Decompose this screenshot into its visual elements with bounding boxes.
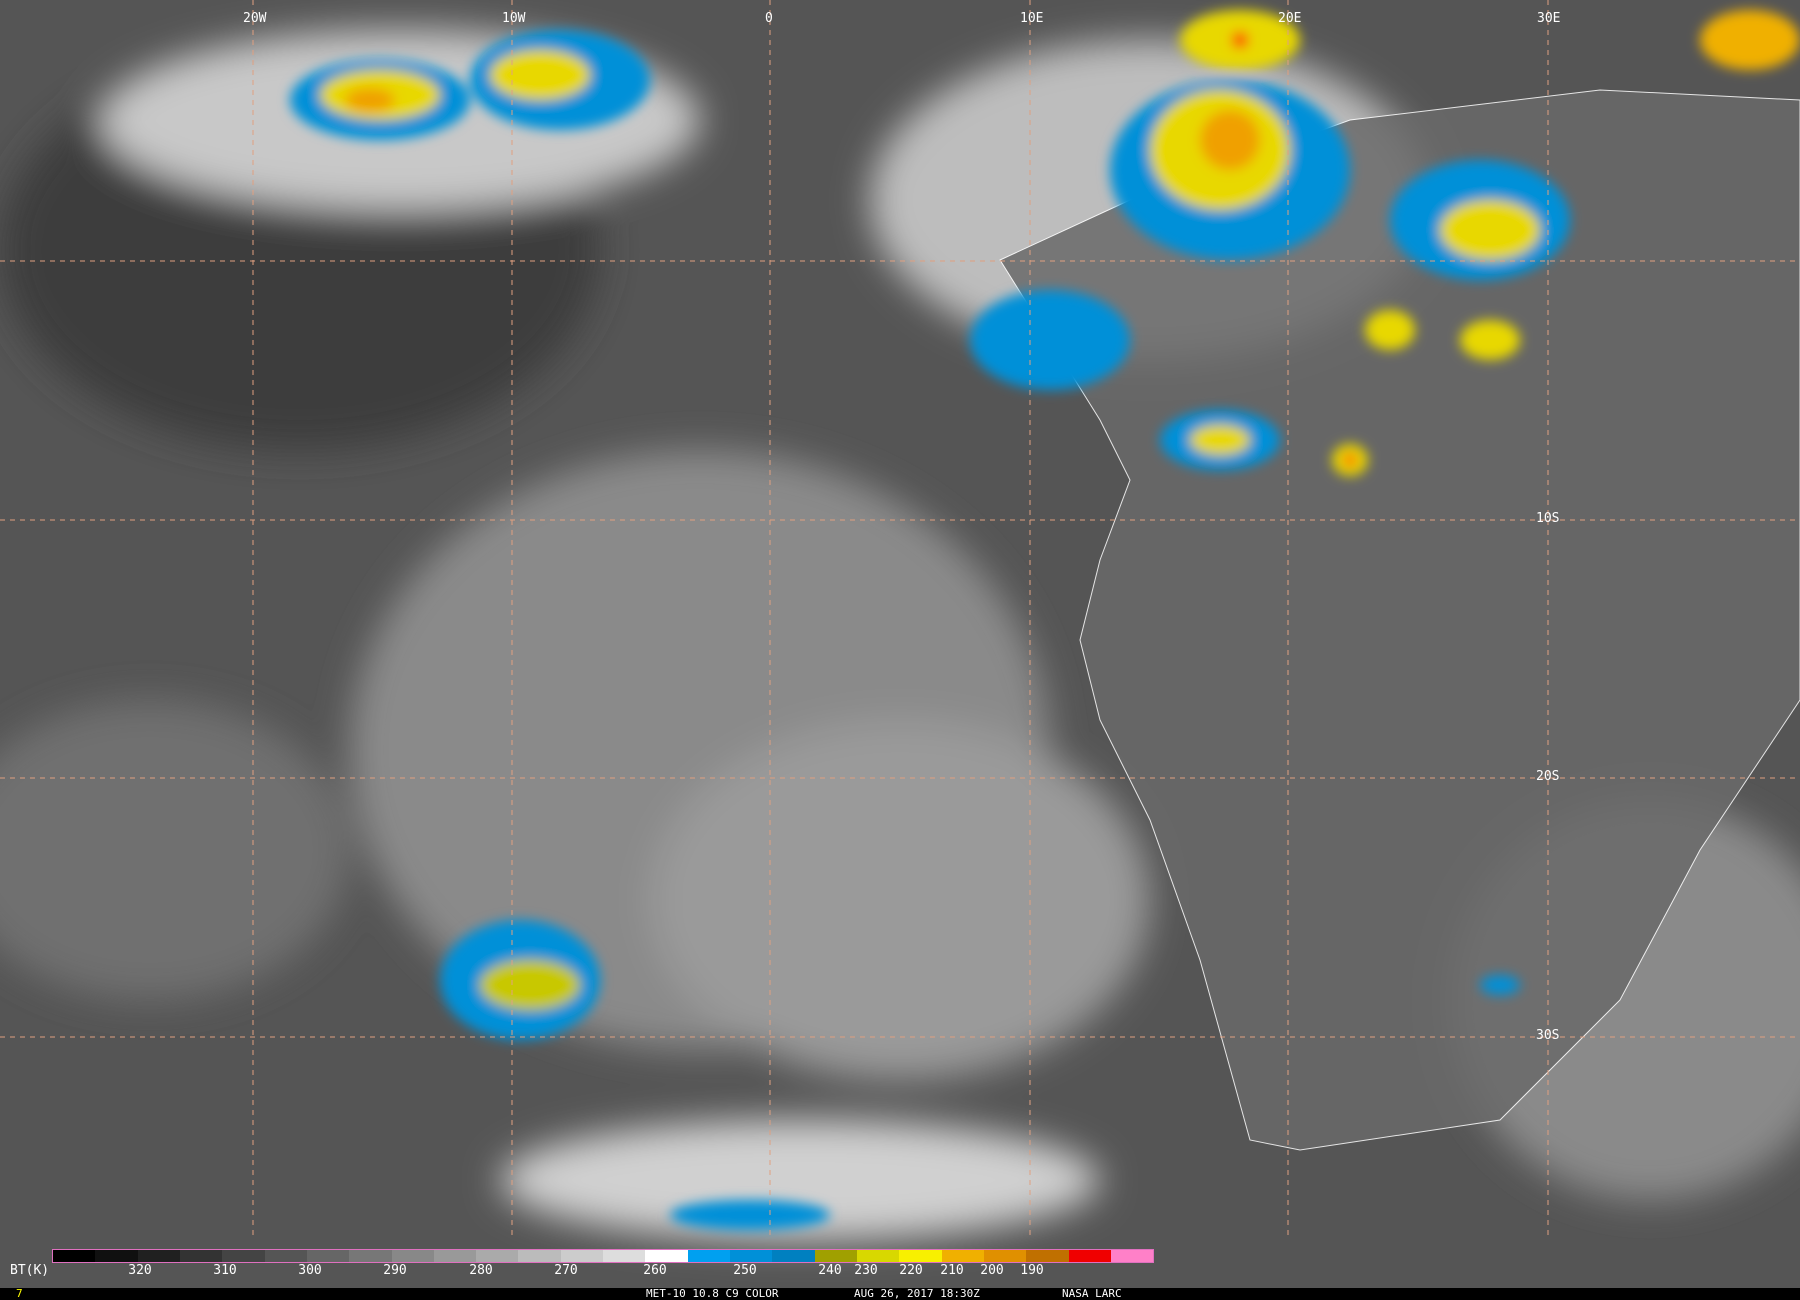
- colorbar-segment: [941, 1250, 984, 1262]
- colorbar-segment: [603, 1250, 646, 1262]
- colorbar-segment: [1026, 1250, 1069, 1262]
- colorbar-tick-label: 200: [980, 1263, 1004, 1278]
- colorbar-segment: [95, 1250, 138, 1262]
- colorbar-tick-label: 230: [854, 1263, 878, 1278]
- color-scale-bar: [52, 1249, 1154, 1263]
- colorbar-tick-label: 250: [733, 1263, 757, 1278]
- colorbar-segment: [772, 1250, 815, 1262]
- colorbar-segment: [856, 1250, 900, 1262]
- colorbar-tick-label: 320: [128, 1263, 152, 1278]
- lon-label: 20W: [243, 11, 267, 26]
- colorbar-segment: [899, 1250, 942, 1262]
- product-label: MET-10 10.8 C9 COLOR: [646, 1287, 779, 1300]
- colorbar-segment: [349, 1250, 392, 1262]
- colorbar-tick-label: 210: [940, 1263, 964, 1278]
- lat-label: 20S: [1536, 769, 1560, 784]
- lat-label: 10S: [1536, 511, 1560, 526]
- colorbar-segment: [983, 1250, 1027, 1262]
- lon-label: 0: [765, 11, 773, 26]
- convection: [290, 10, 1800, 1230]
- colorbar-segment: [730, 1250, 773, 1262]
- lon-label: 20E: [1278, 11, 1302, 26]
- colorbar-segment: [391, 1250, 434, 1262]
- colorbar-segment: [476, 1250, 519, 1262]
- colorbar-segment: [1110, 1250, 1154, 1262]
- colorbar-unit-label: BT(K): [10, 1263, 50, 1278]
- africa-land: [999, 89, 1800, 1151]
- colorbar-segment: [814, 1250, 857, 1262]
- colorbar-tick-label: 300: [298, 1263, 322, 1278]
- colorbar-segment: [687, 1250, 730, 1262]
- footer-bar: 7 MET-10 10.8 C9 COLOR AUG 26, 2017 18:3…: [0, 1287, 1800, 1300]
- datetime-label: AUG 26, 2017 18:30Z: [854, 1287, 980, 1300]
- colorbar-segment: [137, 1250, 180, 1262]
- lon-label: 10W: [502, 11, 526, 26]
- credit-label: NASA LARC: [1062, 1287, 1122, 1300]
- colorbar-tick-label: 190: [1020, 1263, 1044, 1278]
- colorbar-segment: [645, 1250, 688, 1262]
- colorbar-segment: [264, 1250, 307, 1262]
- colorbar-segment: [179, 1250, 223, 1262]
- colorbar-segment: [560, 1250, 604, 1262]
- colorbar-segment: [1068, 1250, 1111, 1262]
- frame-number: 7: [16, 1287, 23, 1300]
- lat-label: 30S: [1536, 1028, 1560, 1043]
- colorbar-tick-label: 310: [213, 1263, 237, 1278]
- colorbar-tick-label: 240: [818, 1263, 842, 1278]
- lat-lon-grid: [0, 0, 1800, 1240]
- colorbar-tick-label: 260: [643, 1263, 667, 1278]
- colorbar-tick-label: 270: [554, 1263, 578, 1278]
- lon-label: 10E: [1020, 11, 1044, 26]
- colorbar-segment: [222, 1250, 265, 1262]
- colorbar-tick-label: 280: [469, 1263, 493, 1278]
- colorbar-tick-label: 290: [383, 1263, 407, 1278]
- colorbar-segment: [53, 1250, 96, 1262]
- colorbar-segment: [306, 1250, 350, 1262]
- lon-label: 30E: [1537, 11, 1561, 26]
- colorbar-segment: [433, 1250, 477, 1262]
- colorbar-segment: [518, 1250, 561, 1262]
- colorbar-tick-label: 220: [899, 1263, 923, 1278]
